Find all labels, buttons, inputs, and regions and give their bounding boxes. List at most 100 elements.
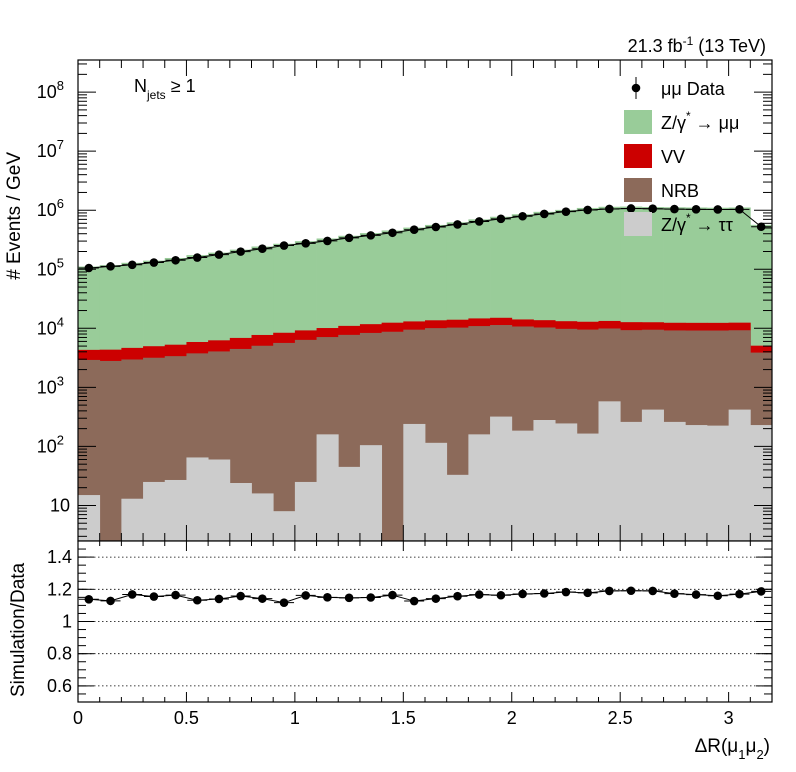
bar-z-25 <box>620 421 643 541</box>
ratio-point-17 <box>453 591 462 601</box>
ratio-point-26 <box>648 586 658 596</box>
ratio-point-12 <box>344 593 354 603</box>
bar-z-7 <box>229 483 252 541</box>
legend-label: VV <box>661 147 685 167</box>
bar-z-23 <box>576 433 599 541</box>
lumi-value: 21.3 fb <box>628 36 683 56</box>
category-sub: jets <box>146 88 166 102</box>
lumi-label: 21.3 fb-1 (13 TeV) <box>628 34 766 56</box>
bar-z-20 <box>511 430 534 541</box>
bar-nrb-2 <box>121 359 144 541</box>
ratio-y-tick-label-4: 1.4 <box>47 547 72 567</box>
data-point-1 <box>106 262 115 271</box>
y-tick-label-6: 107 <box>37 137 64 161</box>
ratio-y-axis-title: Simulation/Data <box>8 562 29 697</box>
lumi-exponent: -1 <box>683 34 694 48</box>
data-point-3 <box>149 258 159 267</box>
x-tick-label-1: 0.5 <box>174 708 199 728</box>
bar-z-2 <box>121 498 144 541</box>
bar-z-13 <box>359 445 383 541</box>
data-points <box>78 204 772 273</box>
ratio-y-tick-label-1: 0.8 <box>47 644 72 664</box>
data-point-19 <box>496 214 506 224</box>
y-tick-label-2: 103 <box>37 373 64 397</box>
bar-z-30 <box>728 409 751 541</box>
data-point-9 <box>279 241 289 250</box>
legend-label: NRB <box>661 181 699 201</box>
data-point-7 <box>236 247 245 256</box>
legend-marker <box>631 83 641 93</box>
ratio-point-30 <box>735 589 744 599</box>
ratio-point-10 <box>301 591 311 600</box>
legend-label: Z/γ* → μμ <box>661 109 739 133</box>
lumi-energy: (13 TeV) <box>698 36 766 56</box>
y-tick-label-0: 10 <box>50 495 70 515</box>
x-tick-label-4: 2 <box>507 708 517 728</box>
bar-z-6 <box>208 459 231 541</box>
main-panel: 10 102 103 104 105 106 107 108 21.3 fb-1 (13 Te… <box>4 34 773 542</box>
data-point-25 <box>626 204 636 213</box>
ratio-point-31 <box>756 587 766 596</box>
category-main: N <box>134 76 147 96</box>
ratio-plot-frame <box>78 541 772 702</box>
data-point-6 <box>214 250 224 259</box>
y-tick-label-4: 105 <box>37 255 64 279</box>
bar-z-9 <box>273 511 296 541</box>
ratio-point-7 <box>236 591 245 601</box>
bar-z-10 <box>294 481 317 541</box>
legend-entry-3: NRB <box>624 178 699 202</box>
ratio-point-13 <box>366 593 376 602</box>
data-point-27 <box>670 204 679 214</box>
bar-z-26 <box>641 409 664 541</box>
data-point-28 <box>691 205 701 214</box>
ratio-point-3 <box>149 592 159 601</box>
bar-nrb-9 <box>273 342 296 541</box>
bar-z-18 <box>468 434 491 541</box>
ratio-point-14 <box>388 590 397 600</box>
ratio-point-5 <box>192 595 202 605</box>
legend-label: μμ Data <box>661 79 726 99</box>
data-point-14 <box>388 228 397 238</box>
data-point-26 <box>648 204 658 214</box>
data-point-24 <box>605 204 614 214</box>
stacked-histogram <box>78 206 773 542</box>
ratio-point-23 <box>583 588 592 598</box>
legend-entry-2: VV <box>624 144 685 168</box>
legend-entry-0: μμ Data <box>631 77 726 99</box>
ratio-point-16 <box>431 594 441 603</box>
data-point-0 <box>84 263 94 273</box>
y-tick-label-3: 104 <box>37 314 64 338</box>
y-tick-label-7: 108 <box>37 78 64 102</box>
bar-z-19 <box>490 416 513 541</box>
ratio-point-18 <box>474 590 484 599</box>
legend-entry-1: Z/γ* → μμ <box>624 109 739 134</box>
x-tick-label-2: 1 <box>290 708 300 728</box>
x-axis-title: ΔR(μ1μ2) <box>695 736 770 762</box>
legend-swatch <box>624 178 652 202</box>
data-point-15 <box>409 225 419 234</box>
bar-z-5 <box>186 457 209 541</box>
data-point-11 <box>323 236 332 246</box>
y-tick-label-1: 102 <box>37 432 64 456</box>
bar-z-3 <box>143 481 166 541</box>
ratio-point-8 <box>258 594 267 603</box>
ratio-point-1 <box>106 596 115 606</box>
legend-entry-4: Z/γ* → ττ <box>624 211 733 236</box>
bar-z-0 <box>78 495 101 541</box>
legend-swatch <box>624 144 652 168</box>
data-point-4 <box>171 255 180 265</box>
bar-z-12 <box>338 466 361 541</box>
y-tick-label-5: 106 <box>37 196 64 220</box>
main-x-ticks <box>77 60 773 541</box>
data-point-10 <box>301 239 311 248</box>
bar-z-11 <box>316 434 339 541</box>
legend: μμ Data Z/γ* → μμ VV NRB Z/γ* → ττ <box>624 77 739 236</box>
bar-z-21 <box>533 420 556 541</box>
bar-z-15 <box>403 423 426 541</box>
bar-z-8 <box>251 493 274 541</box>
bar-nrb-14 <box>381 331 404 541</box>
bar-z-24 <box>598 401 621 541</box>
main-y-axis: 10 102 103 104 105 106 107 108 <box>37 63 772 537</box>
ratio-y-tick-label-3: 1.2 <box>47 579 72 599</box>
ratio-point-22 <box>561 587 571 597</box>
